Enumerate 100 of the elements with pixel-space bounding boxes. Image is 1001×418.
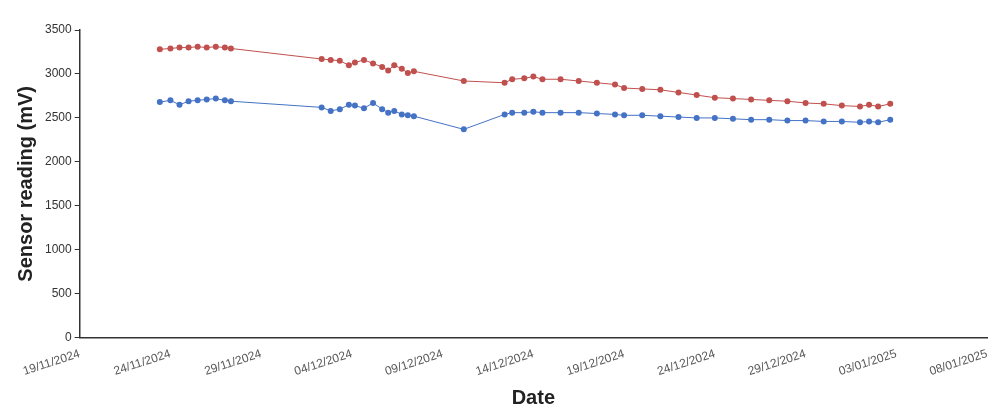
point [221,44,228,51]
point [521,75,528,82]
point [820,100,827,107]
point [675,89,682,96]
point [593,110,600,117]
y-tick-label: 2500 [44,110,73,125]
point [327,56,334,63]
point [345,62,352,69]
point [639,112,646,119]
point [404,112,411,119]
point [185,44,192,51]
point [875,119,882,126]
point [539,109,546,116]
point [227,45,234,52]
y-tick-label: 3000 [44,66,73,81]
point [345,101,352,108]
point [351,102,358,109]
point [176,44,183,51]
point [766,116,773,123]
point [410,113,417,120]
point [370,60,377,67]
point [379,106,386,113]
point [621,85,628,92]
point [194,97,201,104]
point [318,104,325,111]
point [887,116,894,123]
point [460,78,467,84]
point [693,92,700,99]
point [856,119,863,126]
point [385,109,392,116]
point [838,102,845,109]
point [657,113,664,120]
point [711,114,718,121]
point [398,65,405,72]
point [370,99,377,106]
point [766,97,773,104]
point [185,98,192,105]
point [729,115,736,122]
point [557,76,564,83]
point [711,94,718,101]
y-tick-label: 2000 [44,154,73,169]
point [593,79,600,86]
point [875,103,882,110]
y-tick-label: 500 [51,286,73,301]
point [212,95,219,102]
point [784,98,791,105]
point [675,114,682,121]
point [351,59,358,66]
point [820,118,827,125]
point [530,73,537,80]
point [621,112,628,119]
point [410,68,417,75]
point [212,43,219,50]
point [360,105,367,112]
point [156,99,163,106]
point [866,118,873,125]
point [509,76,516,83]
x-axis-title: Date [511,385,556,408]
y-axis-title: Sensor reading (mV) [13,86,36,282]
point [385,67,392,74]
y-tick-label: 3500 [44,22,73,37]
point [391,62,398,69]
point [460,126,467,133]
y-tick-label: 1500 [44,198,73,213]
point [327,107,334,114]
point [639,85,646,92]
point [802,99,809,106]
point [509,109,516,116]
y-tick-label: 0 [65,330,73,345]
point [379,63,386,70]
point [501,111,508,118]
point [693,114,700,121]
point [657,86,664,93]
point [530,108,537,115]
point [227,98,234,105]
point [729,95,736,102]
point [802,117,809,124]
point [221,97,228,104]
point [557,109,564,116]
point [203,96,210,103]
point [612,81,619,88]
point [748,96,755,103]
point [203,44,210,51]
point [539,76,546,83]
point [398,111,405,118]
point [866,101,873,108]
point [784,117,791,124]
point [167,45,174,52]
point [521,109,528,116]
point [404,70,411,77]
point [156,46,163,53]
point [575,78,582,84]
point [612,111,619,118]
point [318,56,325,63]
point [856,103,863,110]
y-tick-label: 1000 [44,242,73,257]
point [336,57,343,64]
point [176,101,183,108]
point [575,109,582,116]
point [391,107,398,114]
